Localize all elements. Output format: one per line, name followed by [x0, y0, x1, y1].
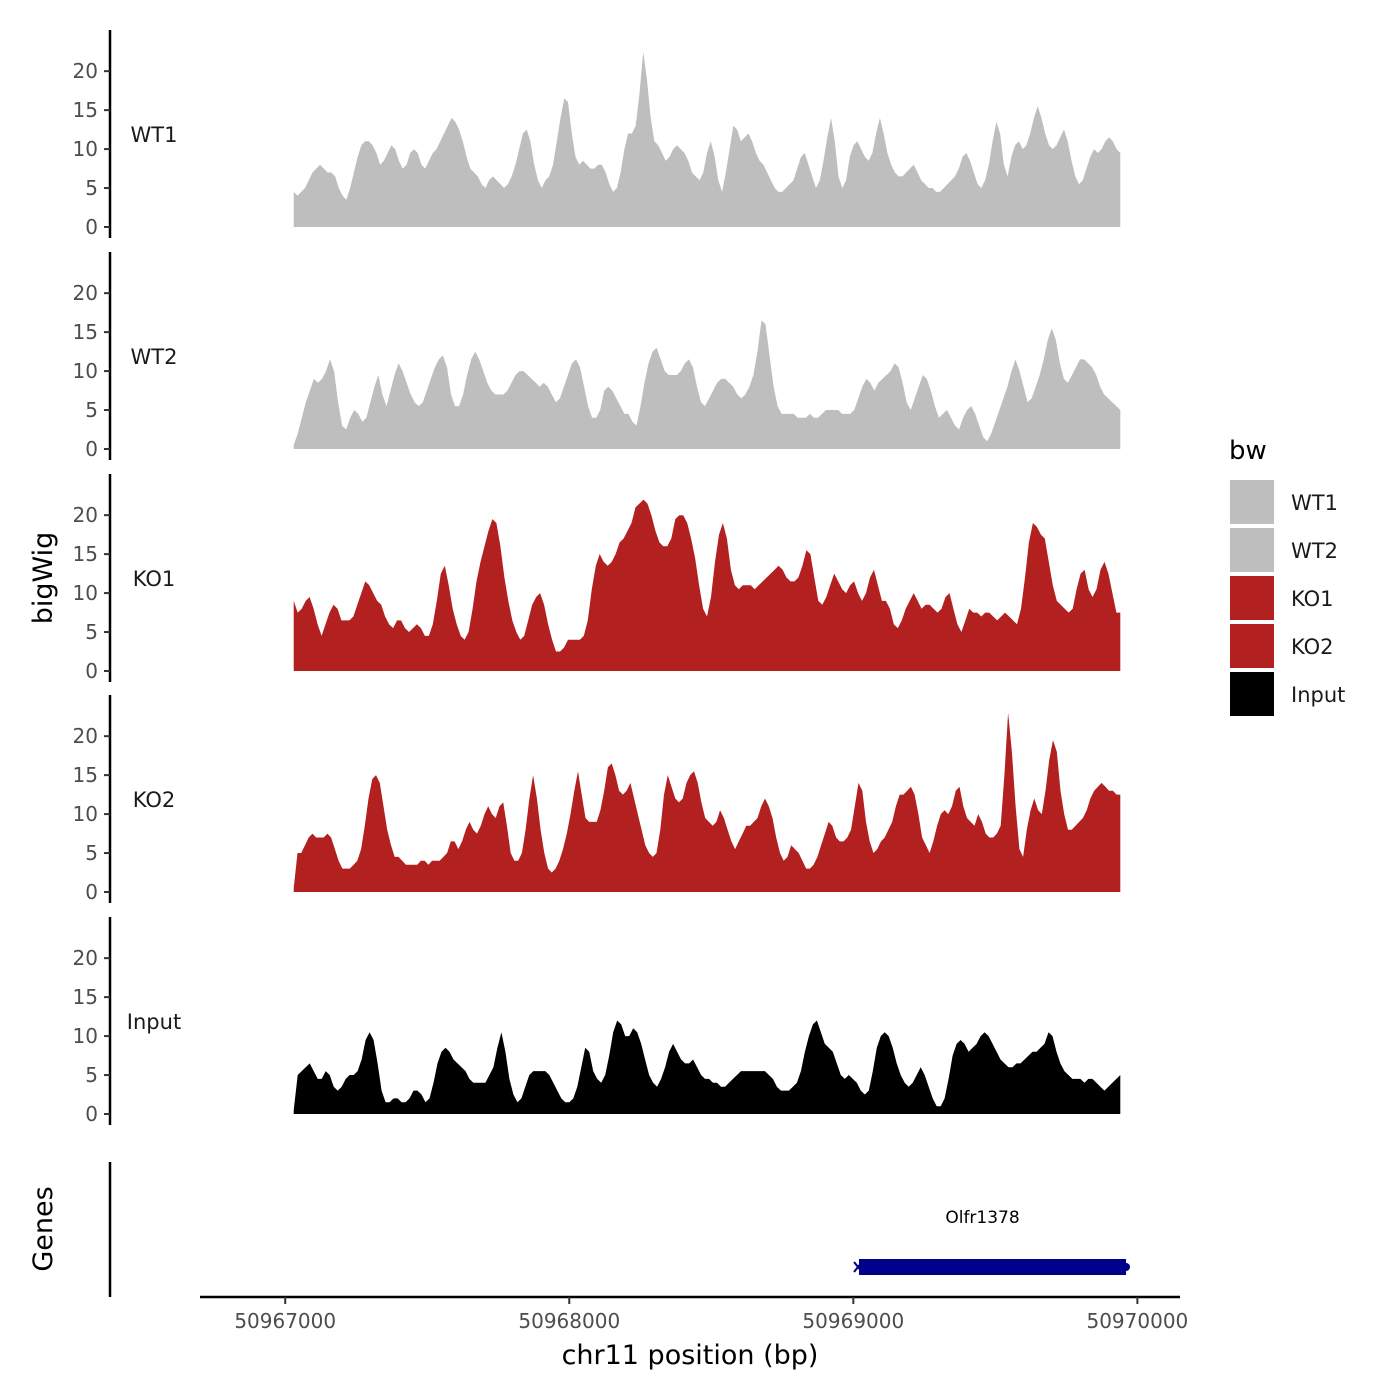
y-tick-label: 10	[73, 581, 98, 605]
y-tick-label: 5	[85, 176, 98, 200]
track-label-ko1: KO1	[133, 567, 176, 591]
panel-ko1: 0 5 10 15 20 KO1	[73, 474, 1121, 683]
y-tick-label: 5	[85, 620, 98, 644]
legend-swatch-wt1	[1230, 480, 1274, 524]
gene-track-title: Genes	[28, 1186, 59, 1271]
y-tick-label: 20	[73, 59, 98, 83]
y-tick-label: 20	[73, 724, 98, 748]
gene-start-marker	[853, 1261, 863, 1273]
legend-label-input: Input	[1291, 683, 1345, 707]
legend-label-wt1: WT1	[1291, 491, 1338, 515]
legend-label-ko1: KO1	[1291, 587, 1334, 611]
legend-label-ko2: KO2	[1291, 635, 1334, 659]
x-tick-label: 50970000	[1086, 1309, 1188, 1333]
x-tick-label: 50967000	[234, 1309, 336, 1333]
y-tick-label: 15	[73, 320, 98, 344]
gene-marks: Olfr1378	[853, 1208, 1131, 1275]
gene-end-marker	[1122, 1263, 1131, 1271]
legend-label-wt2: WT2	[1291, 539, 1338, 563]
y-tick-label: 5	[85, 1063, 98, 1087]
x-tick-label: 50969000	[802, 1309, 904, 1333]
y-tick-label: 10	[73, 137, 98, 161]
y-tick-label: 10	[73, 359, 98, 383]
y-tick-label: 10	[73, 1024, 98, 1048]
panel-wt1: 0 5 10 15 20 WT1	[73, 30, 1121, 239]
gene-body	[859, 1259, 1127, 1275]
track-label-ko2: KO2	[133, 788, 176, 812]
gene-label: Olfr1378	[945, 1208, 1019, 1228]
coverage-area-ko2	[293, 712, 1121, 892]
y-tick-label: 20	[73, 946, 98, 970]
y-tick-label: 15	[73, 763, 98, 787]
panel-wt2: 0 5 10 15 20 WT2	[73, 252, 1121, 461]
y-tick-label: 20	[73, 503, 98, 527]
gene-track: Olfr1378	[108, 1162, 1180, 1299]
y-tick-label: 20	[73, 281, 98, 305]
y-tick-label: 0	[85, 437, 98, 461]
track-label-wt1: WT1	[131, 123, 178, 147]
y-tick-label: 5	[85, 841, 98, 865]
coverage-area-wt1	[293, 51, 1121, 228]
legend-title: bw	[1229, 436, 1267, 466]
legend-swatch-input	[1230, 672, 1274, 716]
y-tick-label: 10	[73, 802, 98, 826]
track-label-input: Input	[127, 1010, 181, 1034]
track-label-wt2: WT2	[131, 345, 178, 369]
x-tick-label: 50968000	[518, 1309, 620, 1333]
y-axis-title: bigWig	[28, 532, 59, 625]
panel-input: 0 5 10 15 20 Input	[73, 917, 1121, 1126]
y-tick-label: 5	[85, 398, 98, 422]
y-tick-label: 15	[73, 542, 98, 566]
coverage-area-input	[293, 1020, 1121, 1114]
legend-swatch-wt2	[1230, 528, 1274, 572]
y-tick-label: 0	[85, 1102, 98, 1126]
coverage-panels: 0 5 10 15 20 WT1 0 5 10 15 20 WT2 0 5 10 15 20 KO1 0 5 10 15 2…	[73, 30, 1121, 1126]
x-axis: 50967000 50968000 50969000 50970000	[234, 1297, 1188, 1333]
legend: bw WT1 WT2 KO1 KO2 Input	[1229, 436, 1345, 716]
y-tick-label: 0	[85, 659, 98, 683]
legend-swatch-ko1	[1230, 576, 1274, 620]
coverage-area-wt2	[293, 320, 1121, 449]
y-tick-label: 15	[73, 985, 98, 1009]
y-tick-label: 15	[73, 98, 98, 122]
coverage-area-ko1	[293, 499, 1121, 671]
x-axis-title: chr11 position (bp)	[562, 1340, 819, 1371]
y-tick-label: 0	[85, 880, 98, 904]
panel-ko2: 0 5 10 15 20 KO2	[73, 695, 1121, 904]
legend-swatch-ko2	[1230, 624, 1274, 668]
y-tick-label: 0	[85, 215, 98, 239]
